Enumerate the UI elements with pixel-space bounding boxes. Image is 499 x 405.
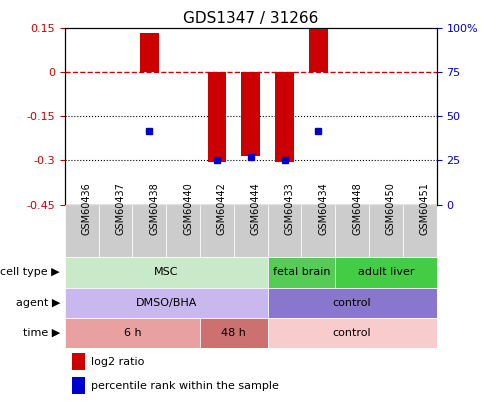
Title: GDS1347 / 31266: GDS1347 / 31266 bbox=[183, 11, 318, 26]
Text: GSM60433: GSM60433 bbox=[284, 182, 294, 235]
Text: MSC: MSC bbox=[154, 267, 179, 277]
Bar bbox=[65, 288, 267, 318]
Bar bbox=[72, 353, 85, 370]
Bar bbox=[403, 205, 437, 257]
Bar bbox=[65, 205, 99, 257]
Bar bbox=[267, 257, 335, 288]
Bar bbox=[369, 205, 403, 257]
Bar bbox=[267, 205, 301, 257]
Text: GSM60451: GSM60451 bbox=[420, 182, 430, 235]
Bar bbox=[267, 288, 437, 318]
Bar bbox=[234, 205, 267, 257]
Bar bbox=[140, 33, 159, 72]
Bar bbox=[200, 205, 234, 257]
Bar bbox=[208, 72, 226, 162]
Bar bbox=[309, 29, 328, 72]
Text: control: control bbox=[333, 328, 371, 338]
Bar bbox=[166, 205, 200, 257]
Bar bbox=[99, 205, 132, 257]
Text: 6 h: 6 h bbox=[124, 328, 141, 338]
Text: percentile rank within the sample: percentile rank within the sample bbox=[91, 381, 279, 391]
Text: GSM60437: GSM60437 bbox=[116, 182, 126, 235]
Bar bbox=[267, 318, 437, 348]
Bar bbox=[242, 72, 260, 156]
Text: DMSO/BHA: DMSO/BHA bbox=[136, 298, 197, 308]
Bar bbox=[72, 377, 85, 394]
Text: GSM60444: GSM60444 bbox=[251, 182, 261, 235]
Text: adult liver: adult liver bbox=[358, 267, 414, 277]
Bar bbox=[275, 72, 294, 162]
Bar bbox=[65, 257, 267, 288]
Text: GSM60434: GSM60434 bbox=[318, 182, 328, 235]
Text: agent ▶: agent ▶ bbox=[15, 298, 60, 308]
Text: cell type ▶: cell type ▶ bbox=[0, 267, 60, 277]
Bar bbox=[335, 205, 369, 257]
Text: GSM60438: GSM60438 bbox=[149, 182, 159, 235]
Bar bbox=[65, 318, 200, 348]
Text: GSM60450: GSM60450 bbox=[386, 182, 396, 235]
Bar bbox=[335, 257, 437, 288]
Text: time ▶: time ▶ bbox=[22, 328, 60, 338]
Bar bbox=[132, 205, 166, 257]
Text: control: control bbox=[333, 298, 371, 308]
Text: log2 ratio: log2 ratio bbox=[91, 357, 144, 367]
Text: 48 h: 48 h bbox=[222, 328, 247, 338]
Text: GSM60448: GSM60448 bbox=[352, 182, 362, 235]
Bar bbox=[200, 318, 267, 348]
Text: GSM60440: GSM60440 bbox=[183, 182, 193, 235]
Text: GSM60442: GSM60442 bbox=[217, 182, 227, 235]
Text: fetal brain: fetal brain bbox=[272, 267, 330, 277]
Bar bbox=[301, 205, 335, 257]
Text: GSM60436: GSM60436 bbox=[82, 182, 92, 235]
